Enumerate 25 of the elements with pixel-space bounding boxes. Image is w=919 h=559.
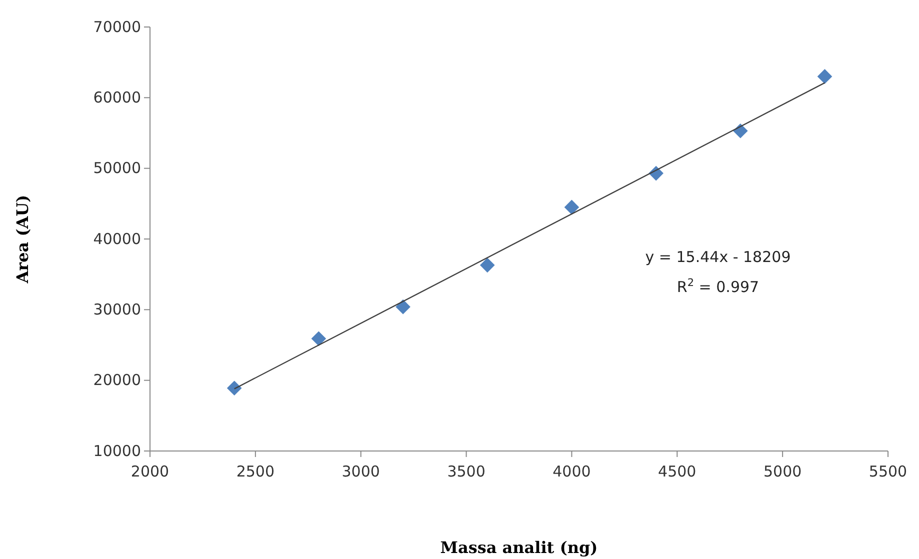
point <box>817 69 832 84</box>
y-tick-label: 30000 <box>93 300 141 318</box>
point <box>226 380 242 396</box>
x-tick-label: 2500 <box>236 462 275 480</box>
y-tick-label: 70000 <box>93 18 141 36</box>
annotation: R$^{2}$ = 0.997 <box>676 277 760 296</box>
y-axis-title: Area (AU) <box>13 194 32 284</box>
x-axis-title: Massa analit (ng) <box>440 538 598 557</box>
point <box>480 258 495 273</box>
x-tick-label: 3500 <box>447 462 486 480</box>
x-tick-label: 5500 <box>868 462 908 480</box>
y-tick-label: 20000 <box>93 371 141 390</box>
x-tick-label: 2000 <box>130 462 170 480</box>
x-tick-label: 4500 <box>658 462 696 480</box>
x-tick-label: 3000 <box>342 462 380 480</box>
y-tick-label: 60000 <box>93 88 141 106</box>
annotation: y = 15.44x - 18209 <box>645 248 791 266</box>
y-tick-label: 40000 <box>93 230 141 248</box>
y-tick-label: 50000 <box>93 159 141 178</box>
point <box>396 299 410 314</box>
point <box>311 331 326 346</box>
x-tick-label: 4000 <box>552 462 591 480</box>
x-tick-label: 5000 <box>763 462 802 480</box>
y-tick-label: 10000 <box>93 442 141 460</box>
point <box>564 200 580 215</box>
